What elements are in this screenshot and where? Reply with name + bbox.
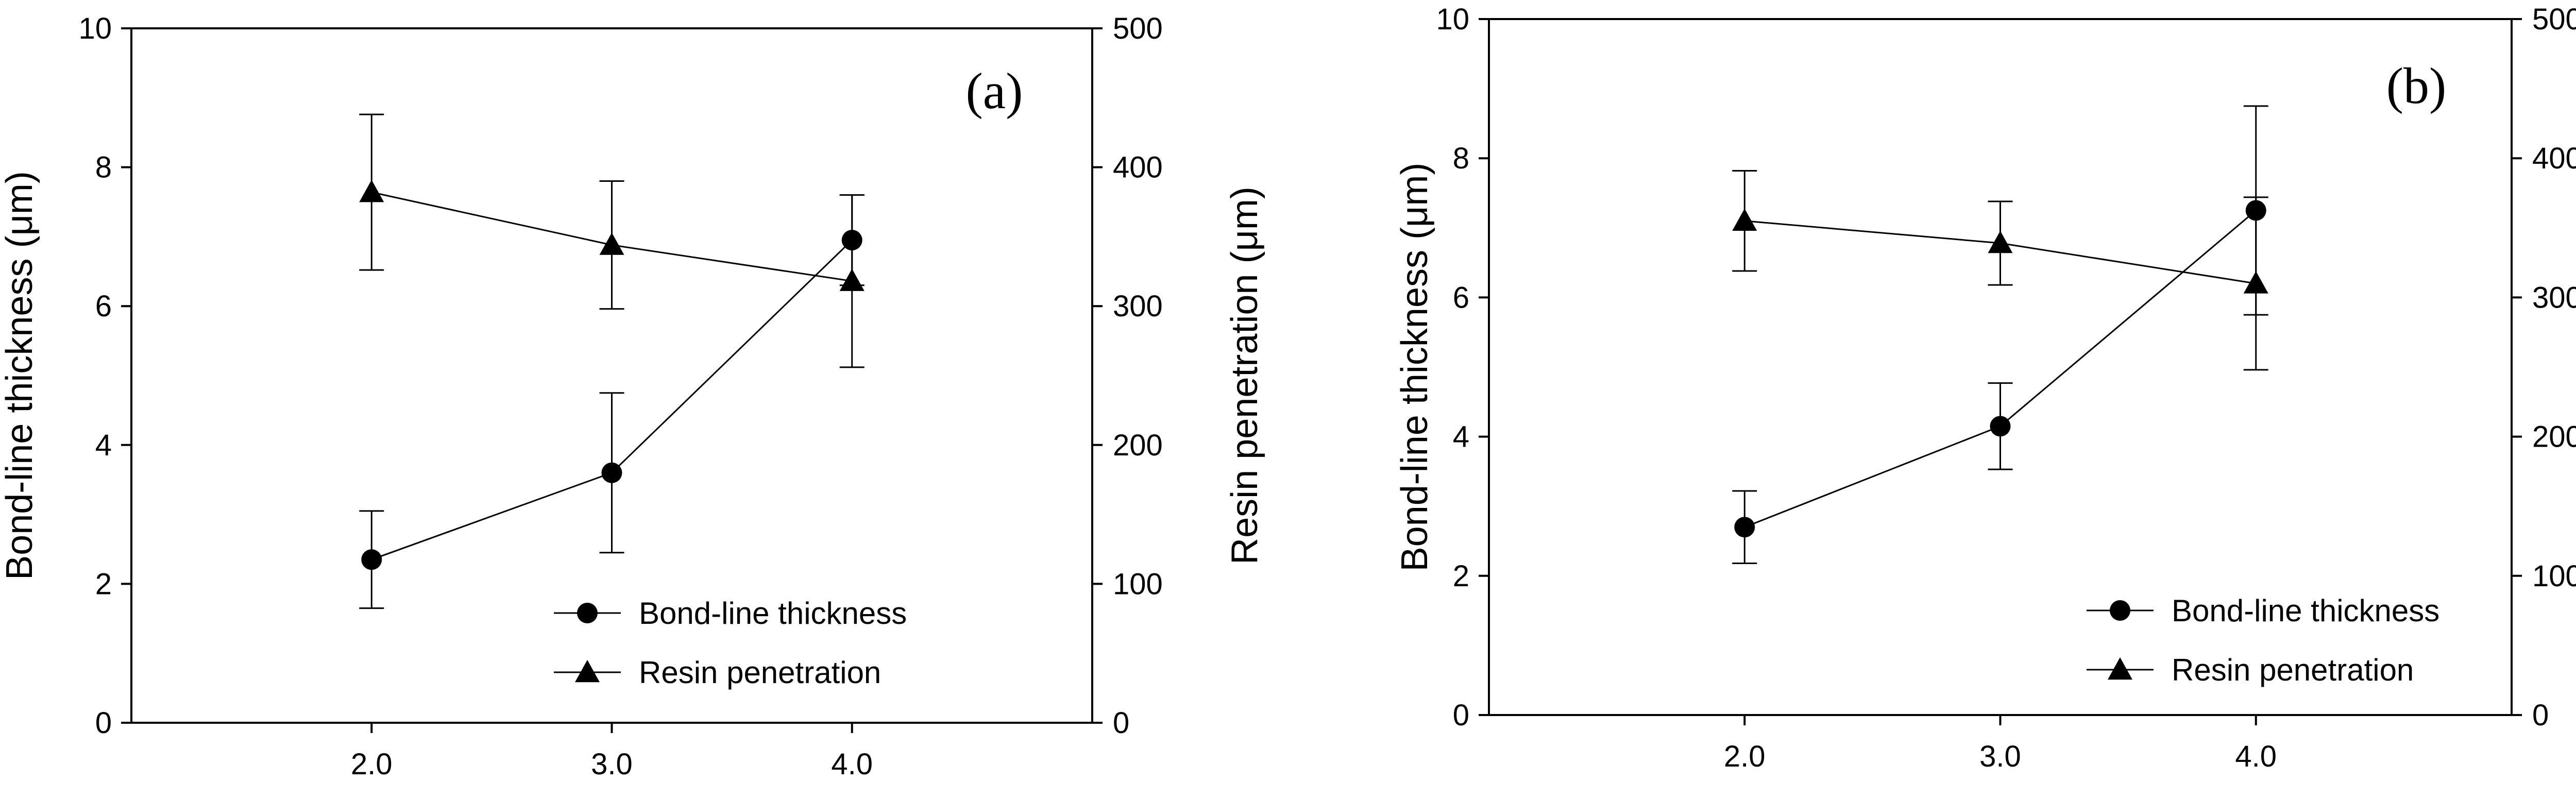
data-point-circle — [1734, 517, 1755, 538]
legend-entry-resin-penetration: Resin penetration — [2087, 653, 2414, 687]
y-left-axis-title: Bond-line thickness (μm) — [0, 171, 40, 580]
x-tick-label: 4.0 — [2235, 740, 2277, 773]
legend-marker-triangle — [2108, 657, 2132, 680]
y-left-tick-label: 4 — [95, 429, 112, 462]
y-left-tick-label: 2 — [95, 567, 112, 601]
legend-entry-bond-line-thickness: Bond-line thickness — [554, 596, 907, 631]
y-right-tick-label: 200 — [2532, 420, 2576, 454]
y-right-tick-label: 500 — [2532, 3, 2576, 36]
y-left-tick-label: 10 — [1436, 3, 1469, 36]
legend-marker-triangle — [575, 660, 600, 683]
legend-marker-circle — [2110, 600, 2130, 621]
data-point-circle — [601, 462, 622, 483]
y-left-tick-label: 6 — [95, 290, 112, 323]
series-resin-penetration — [359, 113, 865, 368]
data-point-triangle — [1988, 231, 2013, 253]
y-left-tick-label: 2 — [1453, 559, 1469, 593]
data-point-triangle — [359, 180, 384, 202]
y-right-tick-label: 300 — [1113, 290, 1163, 323]
y-right-tick-label: 0 — [2532, 699, 2549, 732]
legend-label: Bond-line thickness — [2172, 593, 2439, 628]
y-left-axis-title: Bond-line thickness (μm) — [1394, 163, 1435, 572]
x-tick-label: 3.0 — [591, 747, 633, 781]
data-point-triangle — [839, 268, 865, 291]
data-point-circle — [361, 549, 382, 570]
y-left-tick-label: 8 — [1453, 142, 1469, 175]
y-right-tick-label: 200 — [1113, 429, 1163, 462]
y-left-tick-label: 8 — [95, 151, 112, 184]
legend-entry-resin-penetration: Resin penetration — [554, 655, 881, 690]
y-right-tick-label: 0 — [1113, 706, 1129, 740]
panel-label: (b) — [2386, 57, 2447, 114]
y-right-tick-label: 400 — [1113, 151, 1163, 184]
y-left-tick-label: 10 — [78, 12, 112, 45]
y-right-tick-label: 300 — [2532, 281, 2576, 314]
x-tick-label: 4.0 — [831, 747, 873, 781]
series-resin-penetration — [1732, 170, 2268, 371]
y-left-tick-label: 0 — [1453, 699, 1469, 732]
x-tick-label: 3.0 — [1979, 740, 2021, 773]
y-right-axis-title: Resin penetration (μm) — [1224, 186, 1265, 565]
series-bond-line-thickness — [1732, 105, 2268, 564]
y-right-tick-label: 100 — [2532, 559, 2576, 593]
data-point-triangle — [2243, 271, 2268, 294]
y-right-tick-label: 100 — [1113, 567, 1163, 601]
y-left-tick-label: 0 — [95, 706, 112, 740]
y-left-tick-label: 4 — [1453, 420, 1469, 454]
legend-label: Resin penetration — [639, 655, 881, 690]
legend-marker-circle — [577, 603, 598, 623]
y-left-tick-label: 6 — [1453, 281, 1469, 314]
data-point-triangle — [1732, 208, 1757, 231]
legend-label: Resin penetration — [2172, 653, 2414, 687]
x-tick-label: 2.0 — [351, 747, 393, 781]
legend-label: Bond-line thickness — [639, 596, 907, 631]
data-point-triangle — [599, 232, 624, 255]
y-right-tick-label: 500 — [1113, 12, 1163, 45]
data-point-circle — [1990, 416, 2011, 437]
x-tick-label: 2.0 — [1724, 740, 1766, 773]
y-right-tick-label: 400 — [2532, 142, 2576, 175]
legend-entry-bond-line-thickness: Bond-line thickness — [2087, 593, 2439, 628]
panel-label: (a) — [966, 62, 1023, 120]
plot-frame — [130, 27, 1093, 724]
